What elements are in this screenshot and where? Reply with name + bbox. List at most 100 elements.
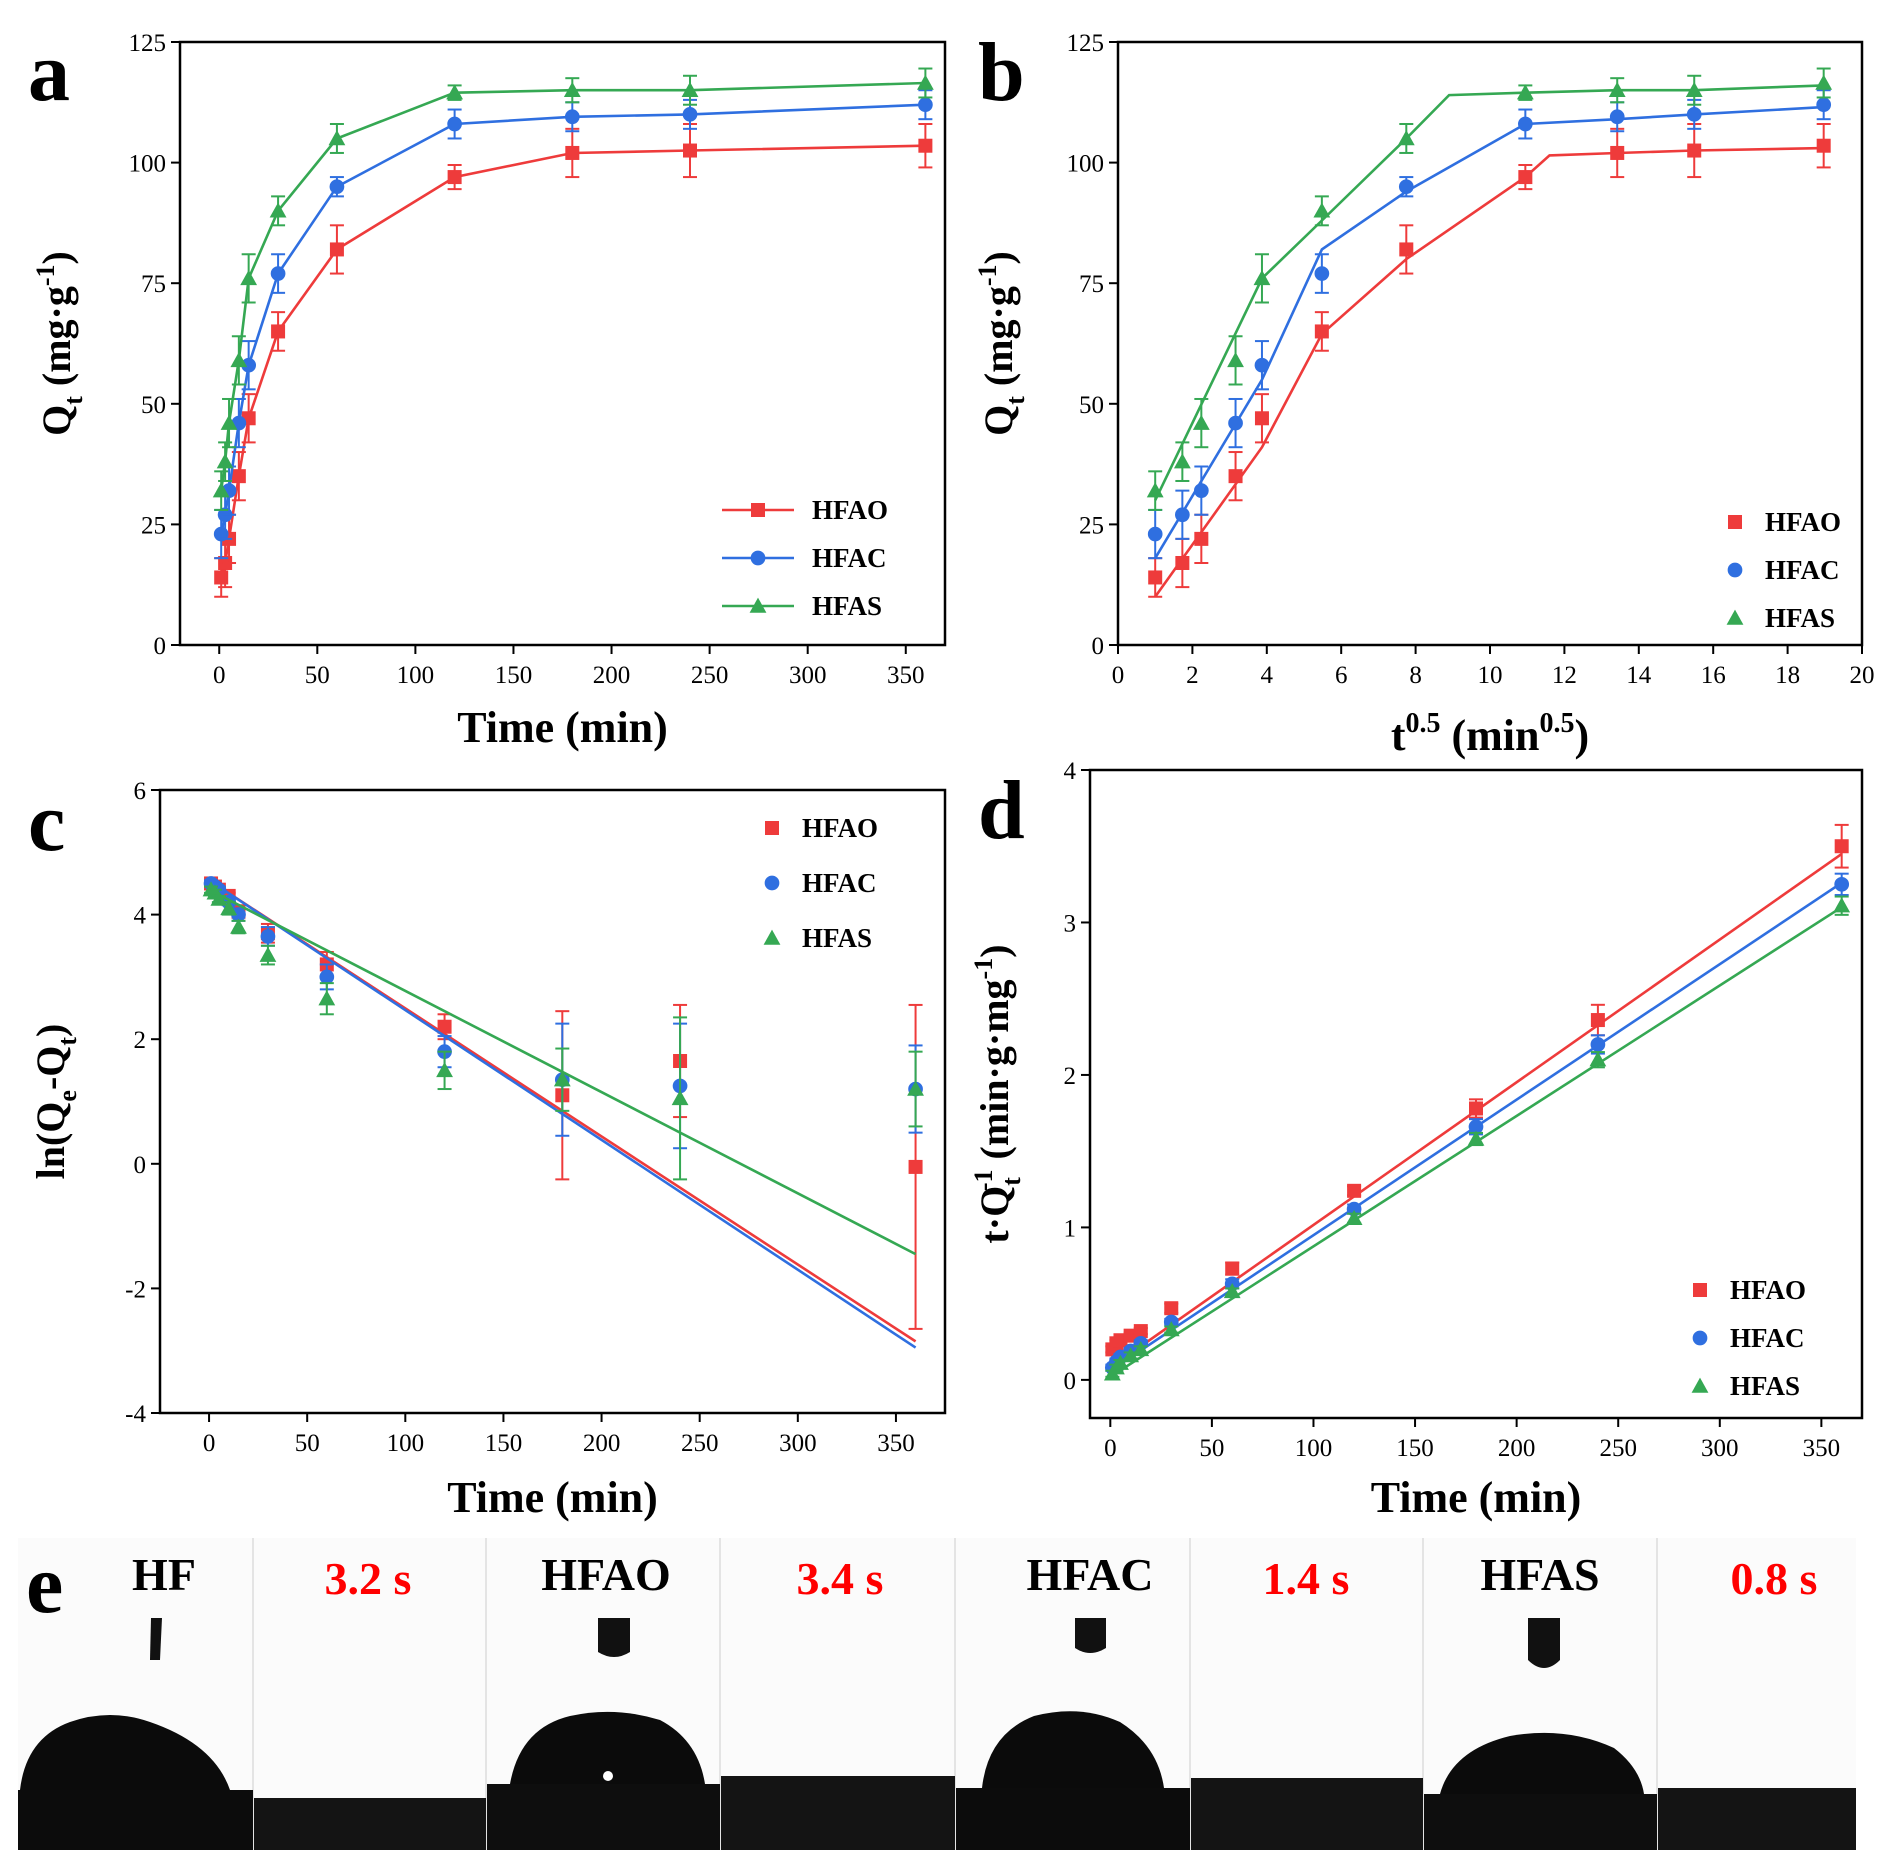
data-point-hfao bbox=[1399, 242, 1414, 257]
data-point-hfao bbox=[1816, 138, 1831, 153]
x-tick-label: 300 bbox=[1701, 1435, 1739, 1462]
y-tick-label: 75 bbox=[1079, 271, 1104, 298]
y-tick-label: 75 bbox=[141, 271, 166, 298]
data-point-hfac bbox=[1816, 97, 1832, 113]
data-point-hfas bbox=[269, 202, 287, 218]
data-point-hfas bbox=[1685, 81, 1703, 97]
data-point-hfac bbox=[1147, 526, 1163, 542]
legend-marker-hfas bbox=[1726, 609, 1744, 625]
substrate bbox=[956, 1788, 1190, 1850]
sample-label-hfas: HFAS bbox=[1480, 1549, 1599, 1600]
legend-marker-hfac bbox=[1692, 1330, 1708, 1346]
legend-label: HFAO bbox=[1730, 1275, 1806, 1305]
data-point-hfas bbox=[240, 269, 258, 286]
legend-label: HFAS bbox=[1765, 603, 1835, 633]
legend: HFAO HFAC HFAS bbox=[1691, 1275, 1806, 1401]
data-point-hfac bbox=[1609, 109, 1625, 125]
data-point-hfao bbox=[1834, 839, 1849, 854]
data-point-hfac bbox=[1834, 877, 1850, 892]
legend-marker-hfac bbox=[1727, 562, 1743, 578]
y-axis-title: ln(Qe-Qt) bbox=[28, 1024, 82, 1180]
water-droplet bbox=[1440, 1732, 1644, 1794]
x-axis-title: Time (min) bbox=[1371, 1473, 1582, 1522]
data-point-hfac bbox=[447, 116, 462, 132]
x-tick-label: 50 bbox=[1199, 1435, 1224, 1462]
legend-marker-hfao bbox=[765, 821, 779, 835]
data-point-hfac bbox=[329, 179, 345, 195]
x-tick-label: 350 bbox=[887, 662, 925, 689]
legend-label: HFAS bbox=[1730, 1371, 1800, 1401]
x-axis-title: t0.5 (min0.5) bbox=[1391, 708, 1589, 760]
y-tick-label: 25 bbox=[1079, 512, 1104, 539]
data-point-hfao bbox=[908, 1159, 923, 1174]
x-tick-label: 12 bbox=[1552, 662, 1577, 689]
y-tick-label: 50 bbox=[141, 392, 166, 419]
data-point-hfao bbox=[1228, 469, 1243, 484]
data-point-hfao bbox=[231, 469, 246, 484]
data-point-hfas bbox=[1112, 1354, 1129, 1370]
data-point-hfao bbox=[1347, 1183, 1362, 1198]
data-point-hfao bbox=[1469, 1101, 1483, 1116]
data-point-hfas bbox=[1815, 74, 1833, 90]
sample-label-hfao: HFAO bbox=[541, 1549, 670, 1600]
sample-label-hfac: HFAC bbox=[1027, 1549, 1154, 1600]
data-point-hfas bbox=[259, 946, 277, 962]
water-droplet bbox=[20, 1715, 230, 1790]
substrate bbox=[1191, 1778, 1423, 1850]
legend-label: HFAO bbox=[1765, 507, 1841, 537]
data-point-hfas bbox=[907, 1080, 924, 1096]
legend-label: HFAO bbox=[802, 813, 878, 843]
series-hfas bbox=[212, 67, 934, 511]
x-tick-label: 8 bbox=[1409, 662, 1422, 689]
fit-line-hfas bbox=[1154, 84, 1824, 501]
data-point-hfac bbox=[1314, 266, 1330, 281]
substrate bbox=[487, 1784, 720, 1850]
data-point-hfac bbox=[1175, 507, 1190, 523]
legend-marker-hfao bbox=[1693, 1283, 1707, 1297]
data-point-hfac bbox=[1228, 415, 1243, 431]
data-point-hfac bbox=[270, 266, 286, 281]
legend-label: HFAS bbox=[802, 923, 872, 953]
data-point-hfao bbox=[918, 138, 933, 153]
data-point-hfac bbox=[260, 929, 276, 944]
x-axis-title: Time (min) bbox=[447, 1473, 658, 1522]
y-tick-label: 25 bbox=[141, 512, 166, 539]
legend-label: HFAS bbox=[812, 591, 882, 621]
y-tick-label: -2 bbox=[125, 1276, 146, 1303]
legend: HFAO HFAC HFAS bbox=[763, 813, 878, 953]
y-tick-label: -4 bbox=[125, 1401, 146, 1428]
data-point-hfao bbox=[1164, 1301, 1179, 1316]
x-tick-label: 6 bbox=[1335, 662, 1348, 689]
legend-label: HFAC bbox=[1765, 555, 1840, 585]
legend-label: HFAC bbox=[1730, 1323, 1805, 1353]
plot-frame bbox=[158, 788, 947, 1415]
substrate bbox=[1424, 1794, 1657, 1850]
legend-label: HFAC bbox=[802, 868, 877, 898]
data-point-hfao bbox=[683, 143, 697, 158]
data-point-hfas bbox=[1173, 453, 1191, 469]
x-tick-label: 300 bbox=[779, 1430, 817, 1457]
x-tick-label: 150 bbox=[485, 1430, 523, 1457]
plot-frame bbox=[178, 40, 947, 647]
x-tick-label: 350 bbox=[1803, 1435, 1841, 1462]
time-label-hfac: 1.4 s bbox=[1263, 1553, 1350, 1604]
panel-label-d: d bbox=[978, 764, 1025, 857]
x-tick-label: 16 bbox=[1701, 662, 1726, 689]
x-tick-label: 4 bbox=[1261, 662, 1274, 689]
x-tick-label: 200 bbox=[583, 1430, 621, 1457]
legend-marker-hfao bbox=[751, 503, 765, 517]
data-point-hfas bbox=[220, 899, 238, 916]
data-point-hfas bbox=[230, 351, 248, 368]
legend-label: HFAO bbox=[812, 495, 888, 525]
legend-label: HFAC bbox=[812, 543, 887, 573]
needle bbox=[1075, 1618, 1106, 1653]
x-tick-label: 10 bbox=[1478, 662, 1503, 689]
series-hfas bbox=[1146, 67, 1833, 511]
data-point-hfas bbox=[446, 84, 464, 100]
y-tick-label: 0 bbox=[1064, 1368, 1077, 1395]
y-tick-label: 2 bbox=[1064, 1063, 1077, 1090]
x-tick-label: 0 bbox=[1104, 1435, 1117, 1462]
panel-label-e: e bbox=[26, 1538, 63, 1631]
time-label-hfas: 0.8 s bbox=[1731, 1553, 1818, 1604]
data-point-hfas bbox=[1589, 1051, 1607, 1067]
